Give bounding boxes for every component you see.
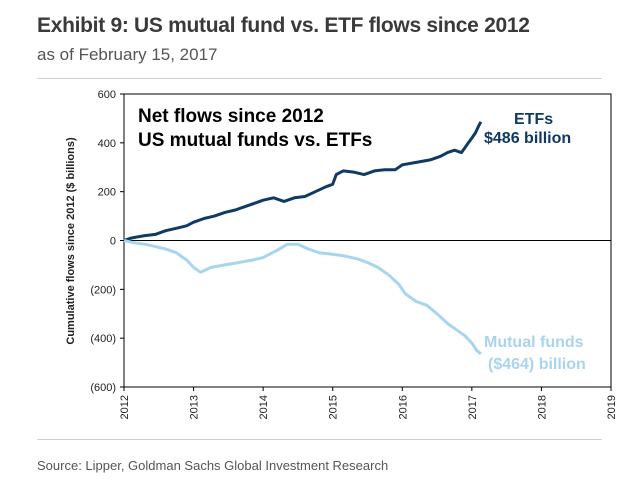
mutual-funds-series-value: ($464) billion	[488, 356, 586, 373]
etf-series-label: ETFs	[514, 111, 553, 128]
y-tick-label: (200)	[90, 284, 116, 296]
exhibit-subtitle: as of February 15, 2017	[37, 45, 218, 64]
x-tick-label: 2013	[189, 395, 201, 419]
x-tick-label: 2012	[119, 395, 131, 419]
y-tick-label: 200	[98, 187, 116, 199]
chart-frame	[37, 78, 602, 440]
chart-title-line-1: Net flows since 2012	[138, 106, 324, 127]
mutual-funds-series-line	[123, 239, 482, 355]
x-tick-label: 2015	[328, 395, 340, 419]
x-tick-label: 2018	[536, 395, 548, 419]
etf-series-line	[123, 121, 483, 242]
exhibit-title: Exhibit 9: US mutual fund vs. ETF flows …	[37, 14, 530, 37]
x-tick-label: 2019	[606, 395, 618, 419]
x-axis: 2012 2013 2014 2015 2016 2017 2018 2019	[119, 387, 618, 419]
series-layer	[123, 121, 483, 355]
y-tick-label: (600)	[90, 382, 116, 394]
x-tick-label: 2014	[258, 395, 270, 419]
x-tick-label: 2017	[467, 395, 479, 419]
y-axis: 600 400 200 0 (200) (400) (600)	[90, 89, 124, 394]
y-tick-label: 0	[110, 236, 116, 248]
mutual-funds-series-label: Mutual funds	[484, 334, 584, 351]
chart-title-line-2: US mutual funds vs. ETFs	[138, 130, 372, 151]
y-axis-label: Cumulative flows since 2012 ($ billions)	[65, 137, 77, 345]
y-tick-label: (400)	[90, 333, 116, 345]
y-tick-label: 600	[98, 89, 116, 101]
source-note: Source: Lipper, Goldman Sachs Global Inv…	[37, 458, 389, 473]
etf-series-value: $486 billion	[484, 130, 571, 147]
x-tick-label: 2016	[397, 395, 409, 419]
y-tick-label: 400	[98, 138, 116, 150]
